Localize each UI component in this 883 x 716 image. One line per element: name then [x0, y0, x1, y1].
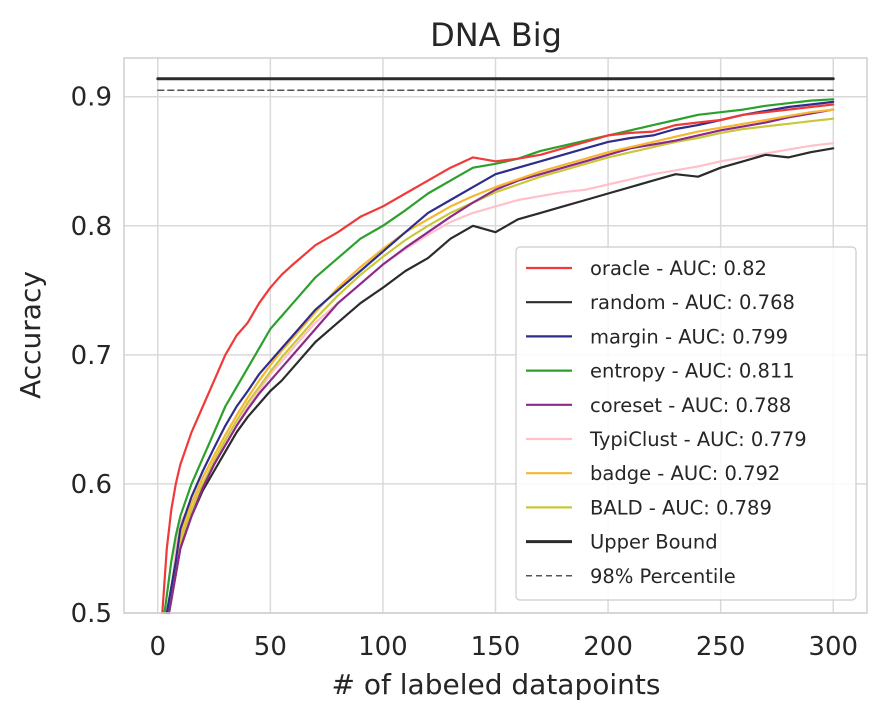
y-axis-label: Accuracy	[14, 271, 47, 399]
series-line-1	[167, 147, 835, 615]
y-tick-label: 0.9	[71, 83, 112, 113]
x-tick-label: 150	[471, 632, 521, 662]
x-axis-label: # of labeled datapoints	[332, 668, 661, 701]
x-axis-ticks: 0 50 100 150 200 250 300	[149, 632, 858, 662]
y-tick-label: 0.6	[71, 470, 112, 500]
legend: oracle - AUC: 0.82 random - AUC: 0.768 mar…	[515, 246, 857, 601]
y-axis-ticks: 0.5 0.6 0.7 0.8 0.9	[71, 83, 112, 629]
series-line-2	[165, 100, 835, 615]
x-tick-label: 100	[358, 632, 408, 662]
series-line-6	[165, 108, 835, 615]
x-tick-label: 250	[696, 632, 746, 662]
x-tick-label: 200	[583, 632, 633, 662]
y-tick-label: 0.8	[71, 212, 112, 242]
legend-label: oracle - AUC: 0.82	[590, 257, 767, 280]
x-tick-label: 0	[149, 632, 166, 662]
chart-title: DNA Big	[430, 16, 562, 54]
legend-label: 98% Percentile	[590, 565, 736, 588]
x-tick-label: 300	[808, 632, 858, 662]
series-line-7	[167, 117, 835, 615]
legend-label: TypiClust - AUC: 0.779	[589, 428, 807, 451]
legend-label: random - AUC: 0.768	[590, 291, 795, 314]
legend-label: margin - AUC: 0.799	[590, 325, 788, 348]
legend-label: entropy - AUC: 0.811	[590, 360, 795, 383]
plot-frame	[123, 57, 868, 614]
x-tick-label: 50	[254, 632, 287, 662]
legend-items: oracle - AUC: 0.82 random - AUC: 0.768 mar…	[526, 257, 807, 588]
legend-label: coreset - AUC: 0.788	[590, 394, 791, 417]
series-line-3	[163, 98, 835, 615]
series-layer	[156, 77, 835, 615]
legend-label: badge - AUC: 0.792	[590, 462, 780, 485]
legend-box	[515, 246, 857, 601]
legend-label: Upper Bound	[590, 531, 718, 554]
y-tick-label: 0.5	[71, 599, 112, 629]
series-line-4	[167, 108, 835, 615]
series-line-0	[161, 103, 835, 615]
legend-label: BALD - AUC: 0.789	[590, 496, 772, 519]
y-tick-label: 0.7	[71, 341, 112, 371]
plot-area	[123, 57, 868, 615]
